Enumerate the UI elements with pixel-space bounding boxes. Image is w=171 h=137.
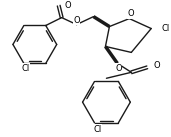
- Text: O: O: [153, 61, 160, 70]
- Text: Cl: Cl: [93, 125, 101, 134]
- Text: O: O: [127, 9, 134, 18]
- Text: O: O: [65, 1, 71, 10]
- Text: Cl: Cl: [161, 24, 169, 33]
- Text: O: O: [115, 64, 122, 73]
- Text: Cl: Cl: [22, 64, 30, 73]
- Text: O: O: [73, 16, 80, 25]
